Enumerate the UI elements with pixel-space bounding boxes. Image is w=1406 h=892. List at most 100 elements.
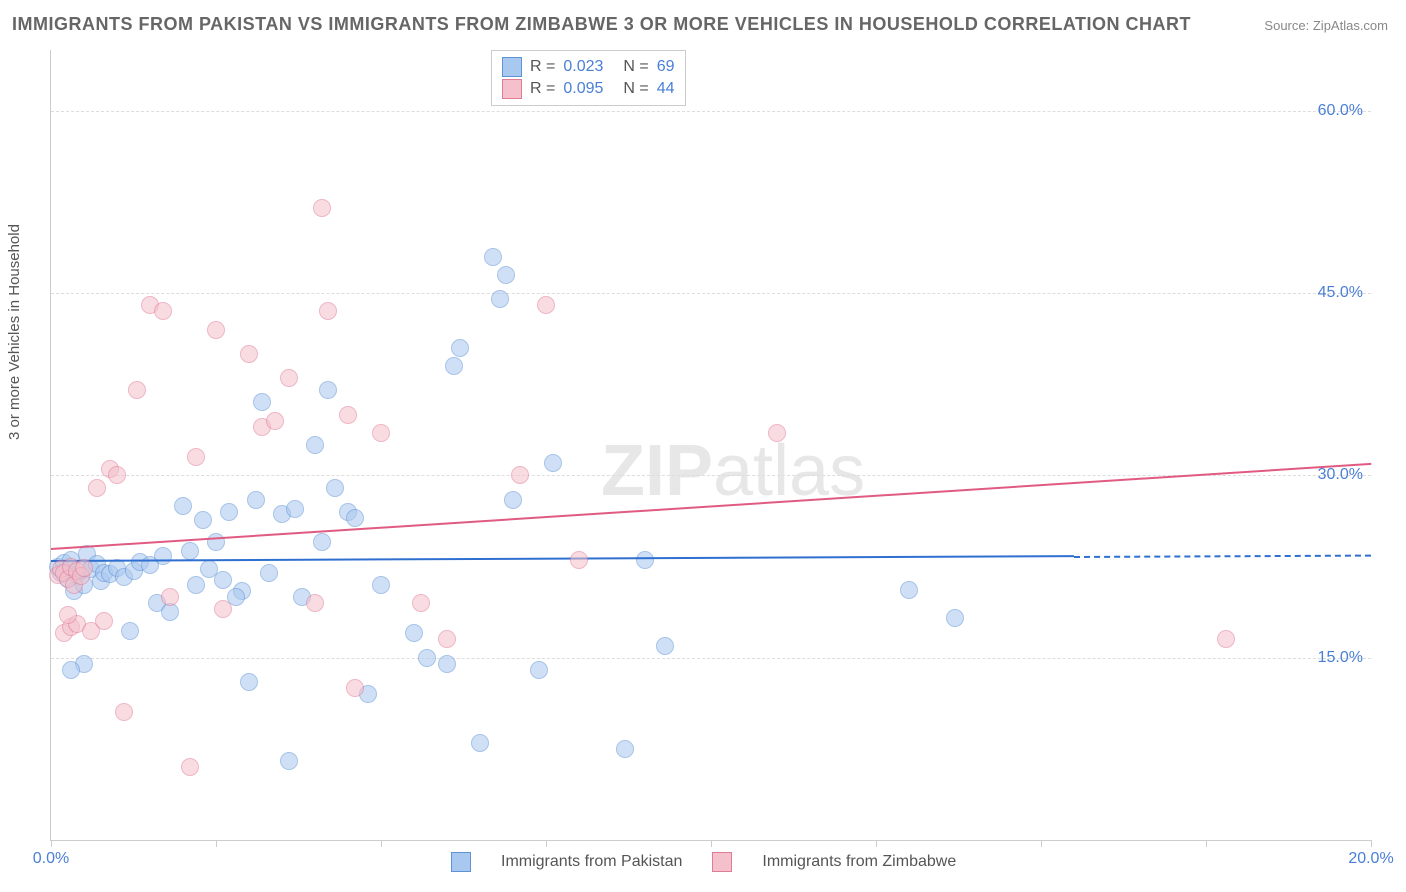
data-point xyxy=(207,321,225,339)
legend-swatch-1 xyxy=(451,852,471,872)
x-tick xyxy=(1371,840,1372,847)
data-point xyxy=(405,624,423,642)
data-point xyxy=(570,551,588,569)
gridline xyxy=(51,658,1371,659)
data-point xyxy=(121,622,139,640)
data-point xyxy=(511,466,529,484)
data-point xyxy=(240,673,258,691)
data-point xyxy=(471,734,489,752)
x-tick-label: 0.0% xyxy=(33,850,69,868)
legend-label-1: Immigrants from Pakistan xyxy=(501,853,682,871)
data-point xyxy=(346,509,364,527)
r-value-1: 0.023 xyxy=(563,58,603,76)
data-point xyxy=(656,637,674,655)
data-point xyxy=(240,345,258,363)
data-point xyxy=(438,630,456,648)
chart-title: IMMIGRANTS FROM PAKISTAN VS IMMIGRANTS F… xyxy=(12,14,1191,35)
data-point xyxy=(319,302,337,320)
data-point xyxy=(59,606,77,624)
scatter-plot-area: ZIPatlas R = 0.023 N = 69 R = 0.095 N = … xyxy=(50,50,1371,841)
stats-row-series-1: R = 0.023 N = 69 xyxy=(502,57,675,77)
data-point xyxy=(161,588,179,606)
data-point xyxy=(372,576,390,594)
n-value-2: 44 xyxy=(657,80,675,98)
x-tick xyxy=(381,840,382,847)
n-label: N = xyxy=(623,58,648,76)
data-point xyxy=(286,500,304,518)
correlation-stats-box: R = 0.023 N = 69 R = 0.095 N = 44 xyxy=(491,50,686,106)
data-point xyxy=(181,542,199,560)
data-point xyxy=(280,752,298,770)
data-point xyxy=(108,466,126,484)
data-point xyxy=(418,649,436,667)
data-point xyxy=(946,609,964,627)
x-tick-label: 20.0% xyxy=(1348,850,1393,868)
y-axis-label: 3 or more Vehicles in Household xyxy=(6,224,23,440)
legend-swatch-2 xyxy=(712,852,732,872)
data-point xyxy=(194,511,212,529)
y-tick-label: 30.0% xyxy=(1318,466,1363,484)
swatch-series-2 xyxy=(502,79,522,99)
data-point xyxy=(253,393,271,411)
legend-label-2: Immigrants from Zimbabwe xyxy=(762,853,956,871)
data-point xyxy=(313,199,331,217)
bottom-legend: Immigrants from Pakistan Immigrants from… xyxy=(451,852,956,872)
x-tick xyxy=(876,840,877,847)
data-point xyxy=(616,740,634,758)
x-tick xyxy=(711,840,712,847)
data-point xyxy=(1217,630,1235,648)
source-name: ZipAtlas.com xyxy=(1313,18,1388,33)
data-point xyxy=(313,533,331,551)
r-value-2: 0.095 xyxy=(563,80,603,98)
data-point xyxy=(900,581,918,599)
data-point xyxy=(115,703,133,721)
gridline xyxy=(51,111,1371,112)
data-point xyxy=(247,491,265,509)
data-point xyxy=(339,406,357,424)
data-point xyxy=(306,594,324,612)
data-point xyxy=(445,357,463,375)
data-point xyxy=(636,551,654,569)
data-point xyxy=(128,381,146,399)
data-point xyxy=(346,679,364,697)
data-point xyxy=(280,369,298,387)
data-point xyxy=(220,503,238,521)
data-point xyxy=(451,339,469,357)
x-tick xyxy=(1206,840,1207,847)
data-point xyxy=(326,479,344,497)
data-point xyxy=(154,302,172,320)
data-point xyxy=(187,448,205,466)
data-point xyxy=(154,547,172,565)
r-label: R = xyxy=(530,58,555,76)
source-label: Source: xyxy=(1264,18,1309,33)
data-point xyxy=(412,594,430,612)
data-point xyxy=(181,758,199,776)
data-point xyxy=(491,290,509,308)
data-point xyxy=(537,296,555,314)
data-point xyxy=(62,661,80,679)
r-label: R = xyxy=(530,80,555,98)
data-point xyxy=(768,424,786,442)
data-point xyxy=(306,436,324,454)
data-point xyxy=(544,454,562,472)
data-point xyxy=(497,266,515,284)
data-point xyxy=(260,564,278,582)
data-point xyxy=(75,559,93,577)
data-point xyxy=(319,381,337,399)
swatch-series-1 xyxy=(502,57,522,77)
source-attribution: Source: ZipAtlas.com xyxy=(1264,18,1388,33)
y-tick-label: 15.0% xyxy=(1318,649,1363,667)
watermark-bold: ZIP xyxy=(601,431,713,511)
x-tick xyxy=(1041,840,1042,847)
data-point xyxy=(438,655,456,673)
data-point xyxy=(214,571,232,589)
data-point xyxy=(187,576,205,594)
x-tick xyxy=(216,840,217,847)
n-label: N = xyxy=(623,80,648,98)
y-tick-label: 45.0% xyxy=(1318,284,1363,302)
gridline xyxy=(51,293,1371,294)
data-point xyxy=(266,412,284,430)
y-tick-label: 60.0% xyxy=(1318,102,1363,120)
data-point xyxy=(484,248,502,266)
x-tick xyxy=(546,840,547,847)
